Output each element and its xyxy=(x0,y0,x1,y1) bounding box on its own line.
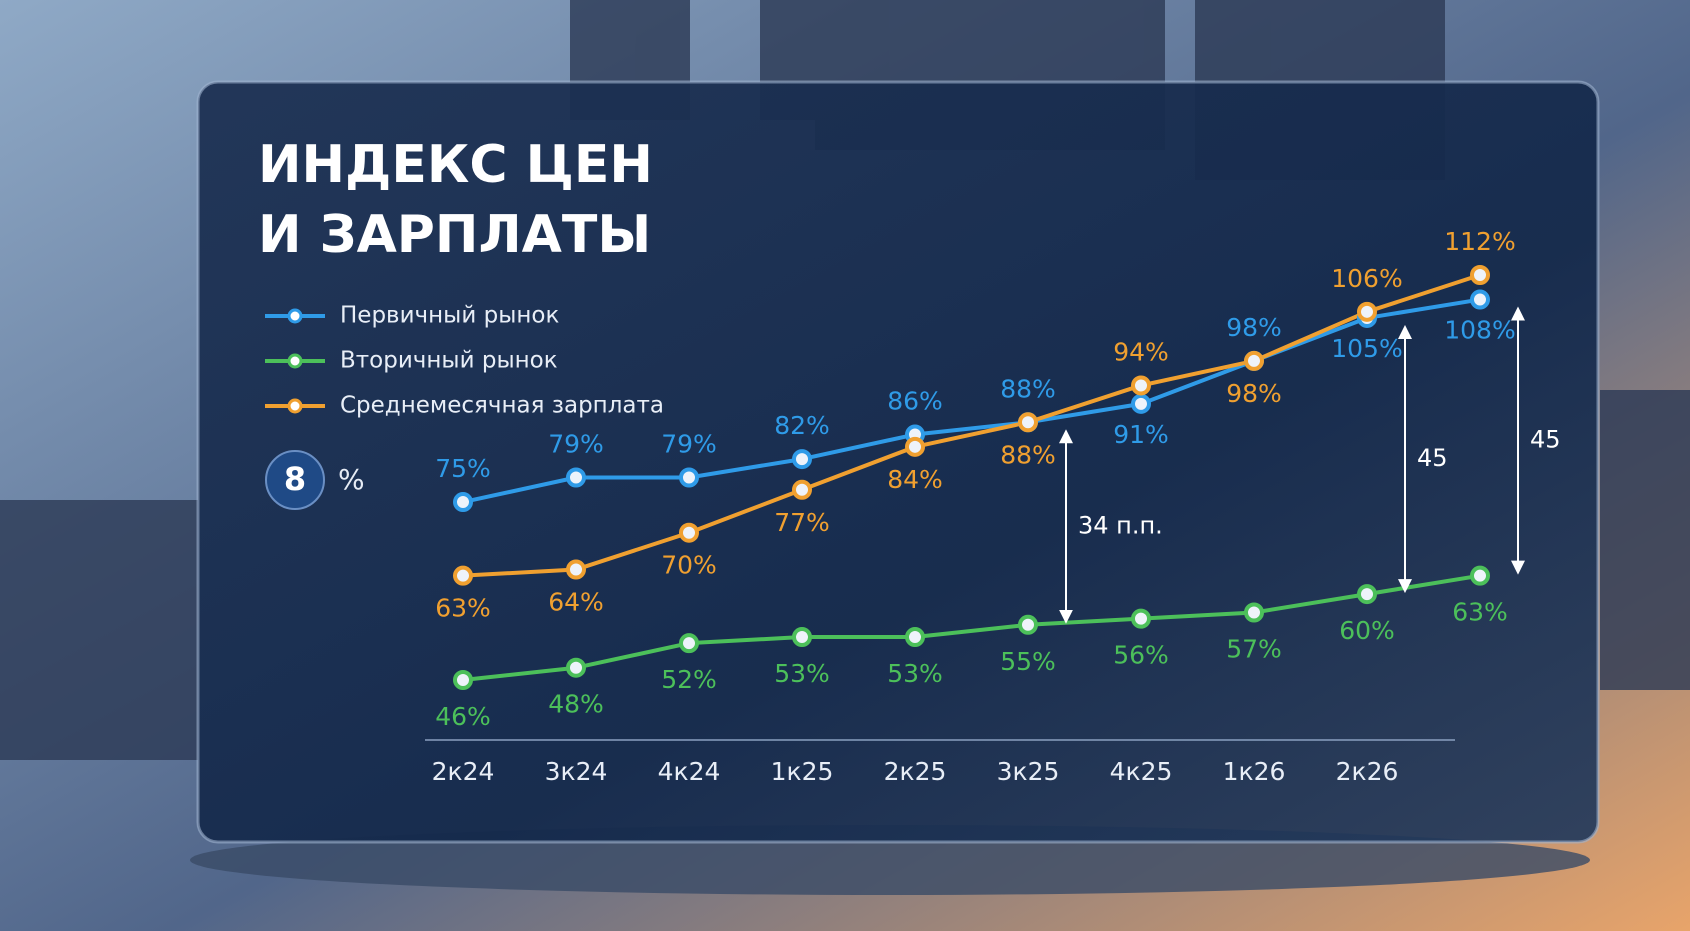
data-point xyxy=(792,627,812,648)
data-label: 75% xyxy=(435,454,491,483)
annotation: 34 п.п. xyxy=(1078,512,1163,540)
data-point xyxy=(453,492,473,513)
series-line xyxy=(462,297,1481,504)
data-point xyxy=(1470,265,1490,285)
data-point xyxy=(566,657,586,678)
data-label: 108% xyxy=(1444,316,1515,345)
data-point xyxy=(679,467,699,488)
badge-number: 8 xyxy=(284,460,306,498)
legend-marker xyxy=(287,353,303,369)
x-tick-label: 4к24 xyxy=(658,757,721,786)
data-label: 79% xyxy=(661,430,717,459)
x-tick-label: 2к26 xyxy=(1336,757,1399,786)
data-label: 63% xyxy=(1452,598,1508,627)
chart-title: И ЗАРПЛАТЫ xyxy=(258,205,651,265)
data-label: 77% xyxy=(774,508,830,537)
data-label: 86% xyxy=(887,387,943,416)
data-label: 55% xyxy=(1000,647,1056,676)
data-label: 98% xyxy=(1226,379,1282,408)
data-point xyxy=(679,633,699,654)
data-label: 91% xyxy=(1113,420,1169,449)
data-point xyxy=(566,467,586,488)
data-point xyxy=(905,436,925,457)
data-point xyxy=(1018,412,1038,433)
data-label: 70% xyxy=(661,551,717,580)
x-tick-label: 1к25 xyxy=(771,757,834,786)
data-label: 57% xyxy=(1226,635,1282,664)
chart-title: ИНДЕКС ЦЕН xyxy=(258,135,653,195)
data-point xyxy=(792,479,812,500)
data-label: 112% xyxy=(1444,227,1515,256)
data-point xyxy=(1244,602,1264,623)
data-label: 64% xyxy=(548,588,604,617)
data-point xyxy=(1357,301,1377,322)
data-label: 52% xyxy=(661,665,717,694)
data-label: 98% xyxy=(1226,313,1282,342)
x-tick-label: 2к25 xyxy=(884,757,947,786)
data-point xyxy=(1018,614,1038,635)
x-tick-label: 3к25 xyxy=(997,757,1060,786)
data-label: 48% xyxy=(548,690,604,719)
panel xyxy=(196,80,1600,844)
data-point xyxy=(566,559,586,580)
x-tick-label: 1к26 xyxy=(1223,757,1286,786)
x-tick-label: 3к24 xyxy=(545,757,608,786)
data-point xyxy=(792,449,812,470)
data-label: 63% xyxy=(435,594,491,623)
data-point xyxy=(1470,289,1490,310)
data-label: 84% xyxy=(887,465,943,494)
annotation: 45 xyxy=(1530,426,1561,454)
legend-label: Вторичный рынок xyxy=(340,348,558,374)
data-label: 88% xyxy=(1000,440,1056,469)
data-label: 82% xyxy=(774,411,830,440)
data-point xyxy=(1244,350,1264,371)
x-tick-label: 2к24 xyxy=(432,757,495,786)
data-point xyxy=(453,670,473,690)
legend-label: Первичный рынок xyxy=(340,303,559,329)
data-point xyxy=(1357,584,1377,605)
data-point xyxy=(679,522,699,543)
legend-label: Среднемесячная зарплата xyxy=(340,393,664,419)
data-point xyxy=(453,565,473,586)
data-label: 56% xyxy=(1113,641,1169,670)
data-label: 88% xyxy=(1000,374,1056,403)
data-point xyxy=(905,627,925,648)
data-point xyxy=(1131,393,1151,414)
x-tick-label: 4к25 xyxy=(1110,757,1173,786)
series-line xyxy=(462,573,1481,682)
annotation: 45 xyxy=(1417,444,1448,472)
series-line xyxy=(462,273,1481,578)
data-point xyxy=(1131,375,1151,396)
data-label: 105% xyxy=(1331,334,1402,363)
data-label: 60% xyxy=(1339,616,1395,645)
data-label: 94% xyxy=(1113,337,1169,366)
data-label: 53% xyxy=(774,659,830,688)
badge xyxy=(265,450,325,510)
data-point xyxy=(1131,608,1151,629)
legend-marker xyxy=(287,398,303,414)
badge-unit: % xyxy=(338,463,365,496)
data-point xyxy=(1470,565,1490,586)
data-label: 46% xyxy=(435,702,491,731)
data-label: 106% xyxy=(1331,264,1402,293)
data-label: 53% xyxy=(887,659,943,688)
legend-marker xyxy=(287,308,303,324)
data-label: 79% xyxy=(548,430,604,459)
